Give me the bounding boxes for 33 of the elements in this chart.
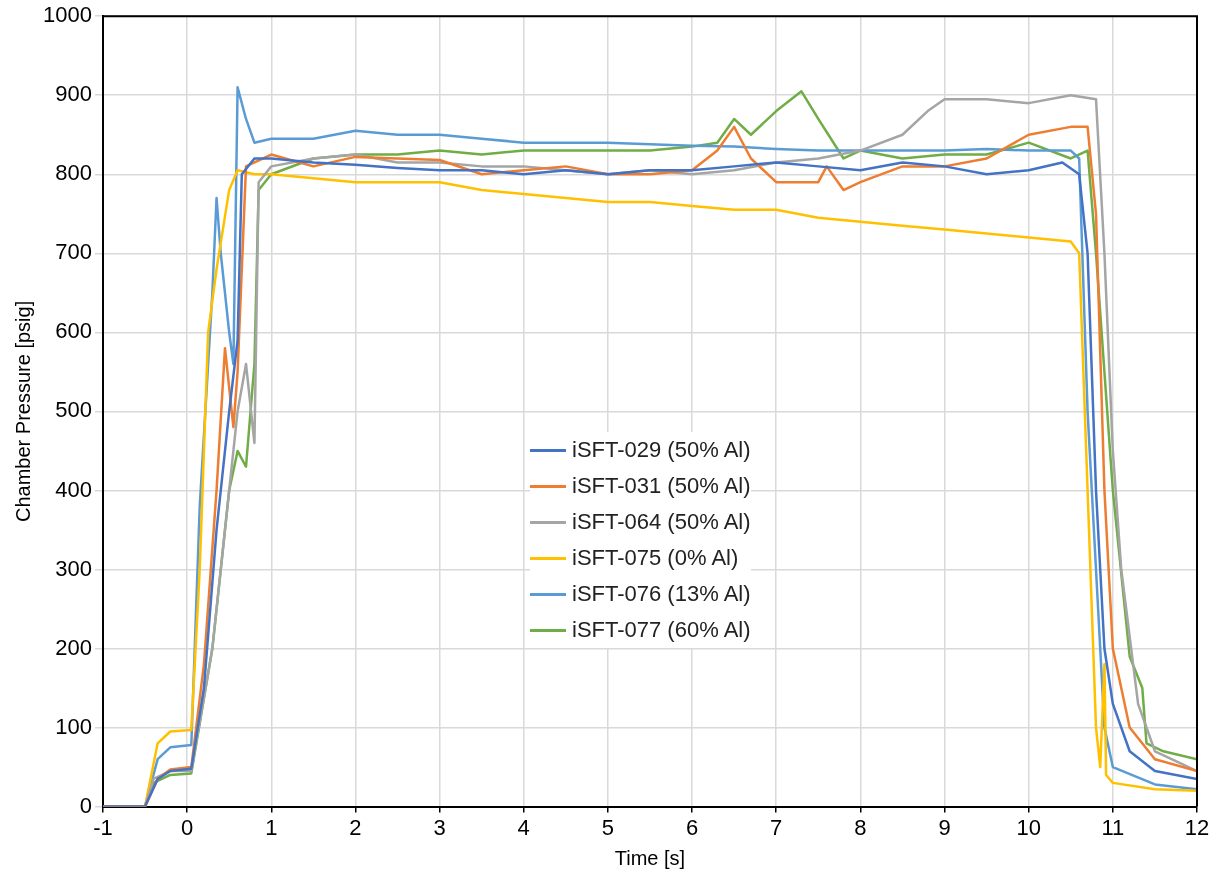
- legend-label: iSFT-075 (0% Al): [572, 544, 739, 572]
- x-tick-label: 11: [1101, 814, 1125, 840]
- legend-label: iSFT-029 (50% Al): [572, 436, 751, 464]
- x-tick-label: -1: [93, 814, 113, 840]
- y-tick-label: 0: [79, 792, 92, 818]
- legend-label: iSFT-064 (50% Al): [572, 508, 751, 536]
- x-tick-label: 0: [180, 814, 194, 840]
- x-tick-label: 7: [770, 814, 783, 840]
- legend-label: iSFT-031 (50% Al): [572, 472, 751, 500]
- x-tick-label: 4: [517, 814, 530, 840]
- x-tick-label: 6: [685, 814, 699, 840]
- x-tick-label: 5: [601, 814, 615, 840]
- x-tick-label: 12: [1184, 814, 1210, 840]
- x-tick-label: 2: [349, 814, 362, 840]
- y-tick-label: 100: [55, 713, 92, 739]
- x-axis-title: Time [s]: [614, 846, 686, 869]
- y-tick-label: 1000: [42, 2, 92, 28]
- legend-label: iSFT-077 (60% Al): [572, 616, 751, 644]
- x-tick-label: 3: [433, 814, 446, 840]
- x-tick-label: 9: [938, 814, 951, 840]
- y-tick-label: 500: [55, 397, 92, 423]
- x-tick-label: 1: [265, 814, 278, 840]
- y-axis-title: Chamber Pressure [psig]: [11, 300, 34, 522]
- x-tick-label: 8: [854, 814, 867, 840]
- y-tick-label: 400: [55, 476, 92, 502]
- y-tick-label: 200: [55, 634, 92, 660]
- y-tick-label: 300: [55, 555, 92, 581]
- y-tick-label: 600: [55, 318, 92, 344]
- x-tick-label: 10: [1016, 814, 1041, 840]
- legend-label: iSFT-076 (13% Al): [572, 580, 751, 608]
- y-tick-label: 700: [55, 239, 92, 265]
- y-tick-label: 900: [55, 81, 92, 107]
- y-tick-label: 800: [55, 160, 92, 186]
